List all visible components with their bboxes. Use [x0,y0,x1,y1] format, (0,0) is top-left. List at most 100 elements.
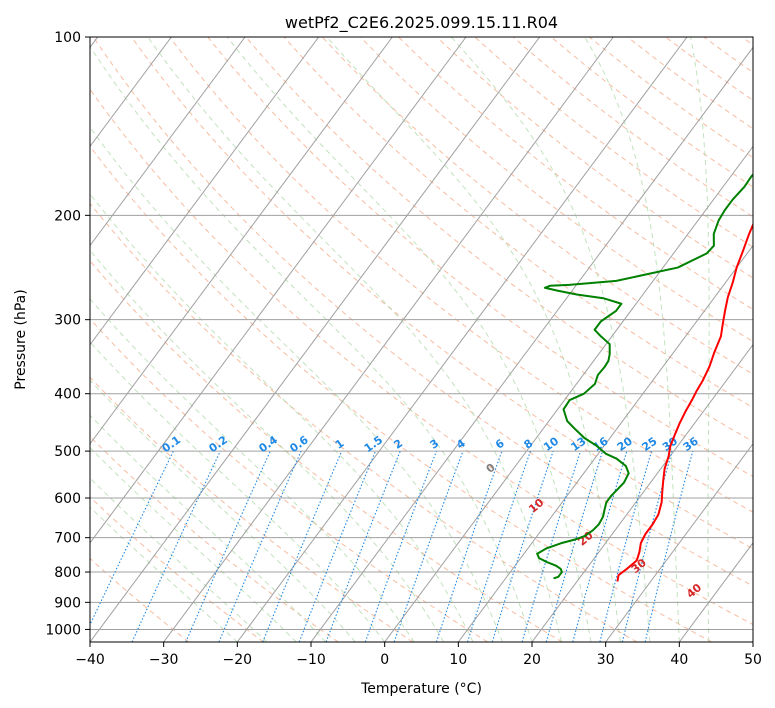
dry-adiabat-line [90,88,753,626]
isotherm-line [90,37,541,642]
moist-adiabat-line [90,249,445,642]
isotherm-line [384,145,753,642]
x-tick-label: −30 [149,652,179,668]
isotherm-line [457,244,753,642]
x-tick-label: 30 [597,652,615,668]
dry-adiabat-line [90,260,563,642]
x-tick-label: −10 [296,652,326,668]
moist-adiabat-line [90,379,356,642]
dry-adiabat-line [321,37,753,375]
moist-adiabat-line [450,37,651,642]
dry-adiabat-line [550,37,753,188]
mixing-ratio-line [325,450,401,642]
mixing-ratio-label: 0.4 [257,433,281,455]
mixing-ratio-label: 4 [454,437,468,452]
isotherm-line [531,343,753,642]
isotherm-line [236,37,688,642]
y-tick-label: 1000 [45,622,81,638]
isotherm-line [90,37,172,148]
dry-adiabat-line [90,145,712,642]
dry-adiabat-line [283,37,753,409]
chart-title: wetPf2_C2E6.2025.099.15.11.R04 [285,13,558,33]
mixing-ratio-line [572,450,628,642]
dry-adiabat-line [474,37,753,248]
mixing-ratio-label: 1 [333,437,347,452]
mixing-ratio-label: 0.6 [287,433,311,455]
isotherm-line [752,641,753,642]
isotherm-line [90,37,393,445]
mixing-ratio-line [262,450,343,642]
dry-adiabat-label: -10 [64,410,87,433]
x-tick-label: 10 [449,652,467,668]
y-axis-label: Pressure (hPa) [13,289,29,389]
isotherm-line [605,442,753,642]
dry-adiabat-line [131,37,753,550]
mixing-ratio-line [298,450,376,642]
x-tick-label: −40 [75,652,105,668]
moist-adiabat-line [584,37,680,642]
y-tick-label: 300 [54,313,81,329]
mixing-ratio-line [364,450,437,642]
dry-adiabat-line [90,496,264,642]
moist-adiabat-line [90,126,503,642]
mixing-ratio-label: 3 [428,437,442,452]
x-tick-label: 40 [670,652,688,668]
mixing-ratio-line [466,450,531,642]
x-tick-label: −20 [223,652,253,668]
mixing-ratio-line [435,450,503,642]
mixing-ratio-label: 0.1 [160,433,183,455]
moist-adiabat-line [690,37,710,642]
isotherm-line [90,37,246,247]
moist-adiabat-label: 30 [629,556,649,576]
y-tick-label: 700 [54,531,81,547]
mixing-ratio-line [131,450,221,642]
mixing-ratio-line [599,450,653,642]
y-tick-label: 500 [54,444,81,460]
mixing-ratio-line [644,450,694,642]
moist-adiabat-line [90,414,327,642]
moist-adiabat-line [90,45,533,642]
mixing-ratio-line [545,450,604,642]
dry-adiabat-line [360,37,753,343]
dewpoint-profile [536,173,753,580]
moist-adiabat-line [90,193,474,642]
moist-adiabat-line [326,37,621,642]
temperature-profile [616,222,753,582]
isotherm-line [90,37,320,346]
dry-adiabat-line [90,376,414,642]
x-tick-label: 20 [523,652,541,668]
x-axis-label: Temperature (°C) [360,681,482,697]
mixing-ratio-label: 0.2 [207,433,230,455]
moist-adiabat-line [90,446,297,642]
moist-adiabat-line [147,37,562,642]
plot-frame [89,36,754,643]
mixing-ratio-line [393,450,464,642]
mixing-ratio-label: 8 [522,437,536,452]
y-tick-label: 900 [54,595,81,611]
mixing-ratio-line [621,450,673,642]
isotherm-line [90,37,467,544]
mixing-ratio-label: 2 [391,437,405,452]
x-tick-label: 0 [380,652,389,668]
moist-adiabat-label: 0 [484,461,498,476]
isotherm-line [310,46,753,642]
mixing-ratio-label: 1.5 [362,433,385,455]
moist-adiabat-label: 10 [526,496,546,516]
moist-adiabat-line [90,477,268,642]
dry-adiabat-line [90,317,488,642]
x-tick-label: 50 [744,652,762,668]
mixing-ratio-line [90,450,174,626]
moist-adiabat-line [90,341,386,642]
y-tick-label: 200 [54,208,81,224]
y-tick-label: 100 [54,30,81,46]
y-tick-label: 800 [54,565,81,581]
dry-adiabat-line [90,202,638,642]
y-tick-label: 600 [54,491,81,507]
moist-adiabat-label: 40 [684,581,704,601]
dry-adiabat-line [703,37,753,73]
y-tick-label: 400 [54,387,81,403]
mixing-ratio-label: 6 [493,437,507,452]
dry-adiabat-line [512,37,753,218]
